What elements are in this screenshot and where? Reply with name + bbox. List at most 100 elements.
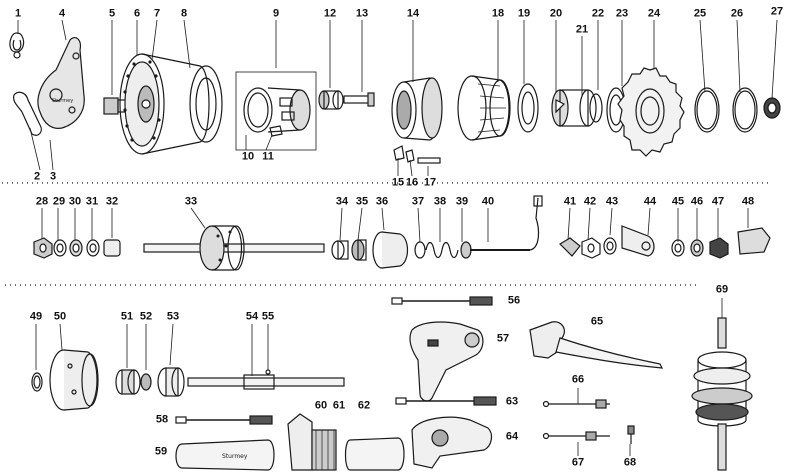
callout-41: 41 (563, 195, 577, 208)
callout-31: 31 (85, 195, 99, 208)
part-25-26-circlips (694, 87, 758, 133)
callout-60: 60 (314, 399, 328, 412)
part-19-ball-cage (517, 83, 539, 133)
callout-11: 11 (262, 150, 274, 163)
callout-4: 4 (58, 7, 66, 20)
callout-7: 7 (153, 7, 161, 20)
callout-48: 48 (741, 195, 755, 208)
callout-12: 12 (323, 7, 337, 20)
part-5-cone (103, 97, 127, 115)
part-14-gear-ring (391, 77, 443, 141)
part-12-sprocket-driver (318, 90, 344, 110)
callout-57: 57 (496, 332, 510, 345)
part-64-shifter (411, 416, 493, 469)
part-33-axle (143, 225, 325, 271)
callout-53: 53 (166, 310, 180, 323)
part-66-67-cables (542, 399, 610, 441)
callout-56: 56 (507, 294, 521, 307)
part-62-grip (344, 437, 405, 471)
part-34-39-indicator (331, 231, 472, 269)
callout-50: 50 (53, 310, 67, 323)
svg-text:Sturmey: Sturmey (222, 453, 248, 460)
callout-8: 8 (180, 7, 188, 20)
svg-text:Sturmey: Sturmey (52, 98, 73, 104)
part-57-trigger (409, 321, 484, 402)
callout-23: 23 (615, 7, 629, 20)
callout-17: 17 (423, 176, 437, 189)
callout-22: 22 (591, 7, 605, 20)
callout-45: 45 (671, 195, 685, 208)
callout-65: 65 (590, 315, 604, 328)
callout-27: 27 (770, 5, 784, 18)
part-2-4-brake-arm: Sturmey (13, 37, 85, 136)
leader-lines-row2 (41, 207, 749, 243)
part-68-screw (627, 425, 635, 444)
part-63-cable (395, 396, 497, 406)
part-6-8-hub-shell (119, 53, 223, 155)
callout-20: 20 (549, 7, 563, 20)
callout-69: 69 (715, 283, 729, 296)
callout-25: 25 (693, 7, 707, 20)
callout-36: 36 (375, 195, 389, 208)
callout-18: 18 (491, 7, 505, 20)
callout-26: 26 (730, 7, 744, 20)
part-13-pin (343, 92, 375, 107)
callout-67: 67 (571, 456, 585, 469)
callout-49: 49 (29, 310, 43, 323)
callout-33: 33 (184, 195, 198, 208)
callout-47: 47 (711, 195, 725, 208)
callout-30: 30 (68, 195, 82, 208)
callout-19: 19 (517, 7, 531, 20)
callout-37: 37 (411, 195, 425, 208)
part-41-48-fittings (559, 225, 771, 259)
callout-15: 15 (391, 176, 405, 189)
part-27-dust-cap (763, 97, 781, 119)
part-1-clip (9, 32, 25, 59)
callout-16: 16 (405, 176, 419, 189)
callout-10: 10 (241, 150, 255, 163)
callout-28: 28 (35, 195, 49, 208)
callout-46: 46 (690, 195, 704, 208)
callout-59: 59 (154, 445, 168, 458)
callout-63: 63 (505, 395, 519, 408)
part-28-32-nuts-washers (33, 237, 121, 259)
callout-9: 9 (272, 7, 280, 20)
callout-68: 68 (623, 456, 637, 469)
callout-35: 35 (355, 195, 369, 208)
callout-43: 43 (605, 195, 619, 208)
callout-51: 51 (120, 310, 134, 323)
callout-58: 58 (155, 413, 169, 426)
leader-lines-row3 (35, 298, 723, 456)
callout-21: 21 (575, 23, 589, 36)
callout-54: 54 (245, 310, 259, 323)
callout-52: 52 (139, 310, 153, 323)
part-59-grip: Sturmey (175, 439, 275, 471)
part-51-53-gears (115, 367, 185, 397)
callout-64: 64 (505, 430, 519, 443)
part-24-sprocket (617, 67, 685, 157)
callout-29: 29 (52, 195, 66, 208)
callout-3: 3 (49, 170, 57, 183)
part-49-ring (31, 372, 43, 392)
callout-44: 44 (643, 195, 657, 208)
part-56-cable (391, 296, 493, 306)
callout-14: 14 (406, 7, 420, 20)
callout-38: 38 (433, 195, 447, 208)
callout-5: 5 (108, 7, 116, 20)
callout-32: 32 (105, 195, 119, 208)
part-20-22-cone (551, 89, 603, 127)
callout-1: 1 (14, 7, 22, 20)
callout-24: 24 (647, 7, 661, 20)
part-60-61-twist-grip (287, 413, 337, 471)
part-58-cable (175, 415, 273, 425)
callout-62: 62 (357, 399, 371, 412)
callout-66: 66 (571, 373, 585, 386)
part-65-brake-lever (529, 321, 664, 369)
part-50-gear-ring (49, 349, 99, 411)
callout-61: 61 (332, 399, 346, 412)
callout-6: 6 (133, 7, 141, 20)
callout-13: 13 (355, 7, 369, 20)
part-54-55-axle (187, 369, 345, 390)
part-9-planet-cage (235, 71, 317, 151)
callout-39: 39 (455, 195, 469, 208)
